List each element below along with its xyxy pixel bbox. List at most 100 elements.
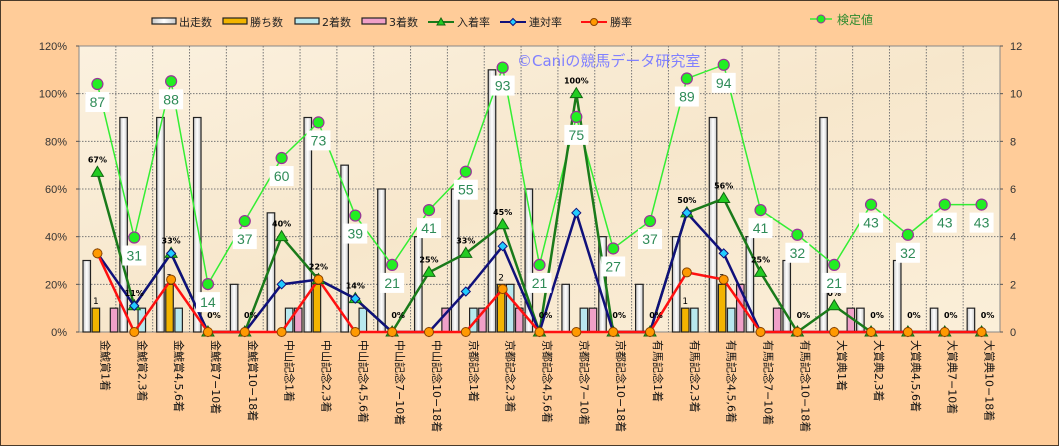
y-right-tick-label: 10	[1010, 89, 1022, 101]
legend-label: 入着率	[457, 15, 490, 29]
score-label-bg	[748, 218, 773, 239]
marker-win-rate	[387, 327, 398, 337]
bar-runs	[229, 283, 239, 333]
score-label-bg	[343, 223, 368, 244]
marker-win-rate	[166, 274, 177, 285]
y-left-tick-label: 0%	[51, 327, 67, 339]
marker-score	[680, 72, 693, 85]
win-count-label: 1	[93, 297, 99, 307]
marker-place-rate	[274, 229, 289, 242]
marker-win-rate	[202, 327, 213, 337]
marker-score	[312, 116, 325, 129]
x-category-label: 京都記念10−18着	[614, 340, 628, 432]
score-label-bg	[232, 229, 257, 250]
bar-seconds	[579, 307, 589, 333]
score-label: 14	[200, 294, 216, 310]
marker-quinella-rate	[497, 240, 508, 252]
rate-label: 14%	[346, 282, 365, 291]
marker-score	[91, 77, 104, 91]
score-label: 21	[826, 275, 842, 291]
rate-label: 0%	[981, 311, 995, 320]
marker-score	[165, 75, 178, 88]
bar-wins	[312, 283, 322, 333]
bar-runs	[819, 116, 828, 333]
y-left-tick-label: 120%	[39, 41, 67, 53]
rate-label: 0%	[391, 311, 405, 320]
bar-runs	[377, 188, 386, 333]
marker-win-rate	[350, 327, 361, 337]
score-label-bg	[601, 256, 626, 277]
legend-label: 連対率	[529, 15, 562, 29]
marker-win-rate	[902, 327, 913, 337]
rate-label: 0%	[944, 311, 958, 320]
marker-score	[791, 228, 804, 241]
bar-wins	[165, 283, 174, 333]
marker-score	[864, 198, 878, 211]
marker-win-rate	[681, 267, 692, 278]
bar-runs	[708, 116, 718, 333]
legend-marker-score	[816, 14, 826, 24]
bar-runs	[892, 259, 902, 333]
rate-label: 45%	[493, 208, 512, 217]
rate-label: 50%	[677, 196, 696, 205]
bar-seconds	[505, 283, 515, 333]
x-category-label: 中山記念1着	[283, 340, 297, 402]
score-label-bg	[969, 212, 994, 233]
bar-wins	[496, 283, 506, 333]
marker-quinella-rate	[681, 207, 693, 219]
x-category-label: 有馬記念10−18着	[798, 340, 812, 432]
rate-label: 0%	[649, 311, 663, 320]
x-category-label: 京都記念7−10着	[577, 340, 591, 425]
score-label-bg	[564, 124, 589, 145]
x-category-label: 中山記念7−10着	[393, 340, 407, 425]
score-label-bg	[122, 245, 147, 266]
marker-quinella-rate	[460, 286, 472, 297]
score-label: 75	[569, 127, 585, 143]
bar-wins	[680, 307, 690, 333]
bar-seconds	[726, 307, 736, 333]
y-left-tick-label: 60%	[45, 184, 67, 196]
legend-swatch-bar	[294, 17, 320, 25]
rate-label: 0%	[907, 311, 921, 320]
marker-score	[422, 203, 436, 217]
bar-runs	[82, 259, 92, 333]
score-label-bg	[416, 218, 441, 239]
x-category-label: 金鯱賞4,5,6着	[172, 340, 186, 412]
bar-runs	[856, 307, 865, 333]
marker-place-rate	[753, 265, 768, 277]
marker-score	[459, 165, 472, 178]
y-right-tick-label: 6	[1010, 184, 1016, 196]
rate-label: 33%	[162, 236, 181, 245]
marker-score	[275, 151, 288, 165]
score-label-bg	[859, 212, 884, 233]
marker-win-rate	[939, 327, 950, 337]
marker-win-rate	[571, 327, 582, 337]
marker-place-rate	[716, 191, 731, 204]
bar-runs	[634, 283, 644, 333]
score-label-bg	[822, 272, 847, 293]
y-right-tick-label: 12	[1010, 41, 1022, 53]
score-label-bg	[674, 86, 699, 107]
x-category-label: 京都記念1着	[467, 340, 481, 402]
marker-place-rate	[569, 86, 584, 99]
bar-seconds	[174, 307, 183, 333]
rate-label: 25%	[419, 255, 438, 264]
marker-win-rate	[755, 327, 766, 337]
rate-label: 0%	[612, 311, 626, 320]
y-right-tick-label: 4	[1010, 232, 1016, 244]
score-label: 31	[126, 248, 142, 264]
x-category-label: 有馬記念2,3着	[688, 340, 702, 413]
x-category-label: 大賞典7−10着	[946, 340, 960, 414]
x-category-label: 有馬記念7−10着	[762, 340, 776, 425]
marker-quinella-rate	[165, 248, 177, 259]
score-label: 39	[348, 226, 364, 242]
legend-marker-diamond	[508, 17, 518, 27]
score-label: 60	[274, 168, 290, 184]
marker-score	[717, 58, 730, 71]
score-label-bg	[932, 212, 957, 233]
x-category-label: 金鯱賞7−10着	[209, 340, 223, 414]
x-category-label: 大賞典4,5,6着	[909, 340, 923, 412]
score-label: 43	[974, 215, 990, 231]
score-label: 37	[237, 231, 253, 247]
rate-label: 0%	[244, 311, 258, 320]
